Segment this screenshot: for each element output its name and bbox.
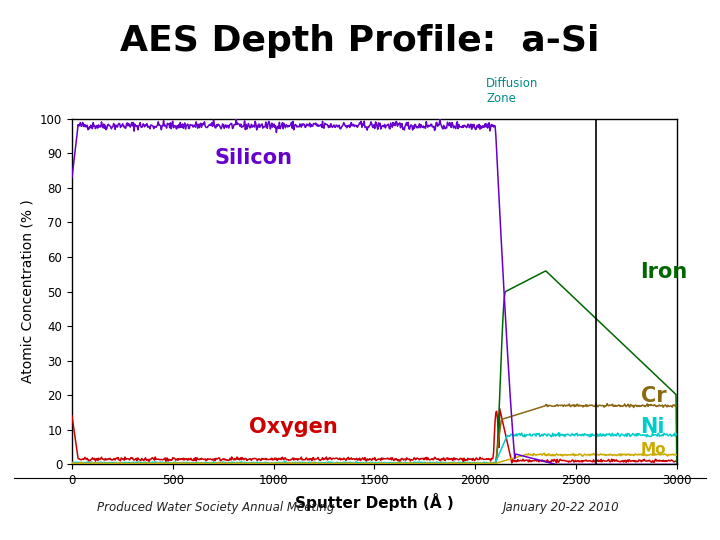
- X-axis label: Sputter Depth (Å ): Sputter Depth (Å ): [295, 492, 454, 511]
- Text: Ni: Ni: [641, 417, 665, 437]
- Text: Oxygen: Oxygen: [249, 417, 338, 437]
- Text: Cr: Cr: [641, 386, 666, 406]
- Text: AES Depth Profile:  a-Si: AES Depth Profile: a-Si: [120, 24, 600, 58]
- Text: Mo: Mo: [641, 442, 666, 457]
- Text: Iron: Iron: [641, 262, 688, 282]
- Text: Diffusion
Zone: Diffusion Zone: [486, 77, 539, 105]
- Text: Silicon: Silicon: [215, 148, 292, 168]
- Text: January 20-22 2010: January 20-22 2010: [503, 501, 620, 514]
- Text: Produced Water Society Annual Meeting: Produced Water Society Annual Meeting: [97, 501, 335, 514]
- Y-axis label: Atomic Concentration (% ): Atomic Concentration (% ): [20, 200, 35, 383]
